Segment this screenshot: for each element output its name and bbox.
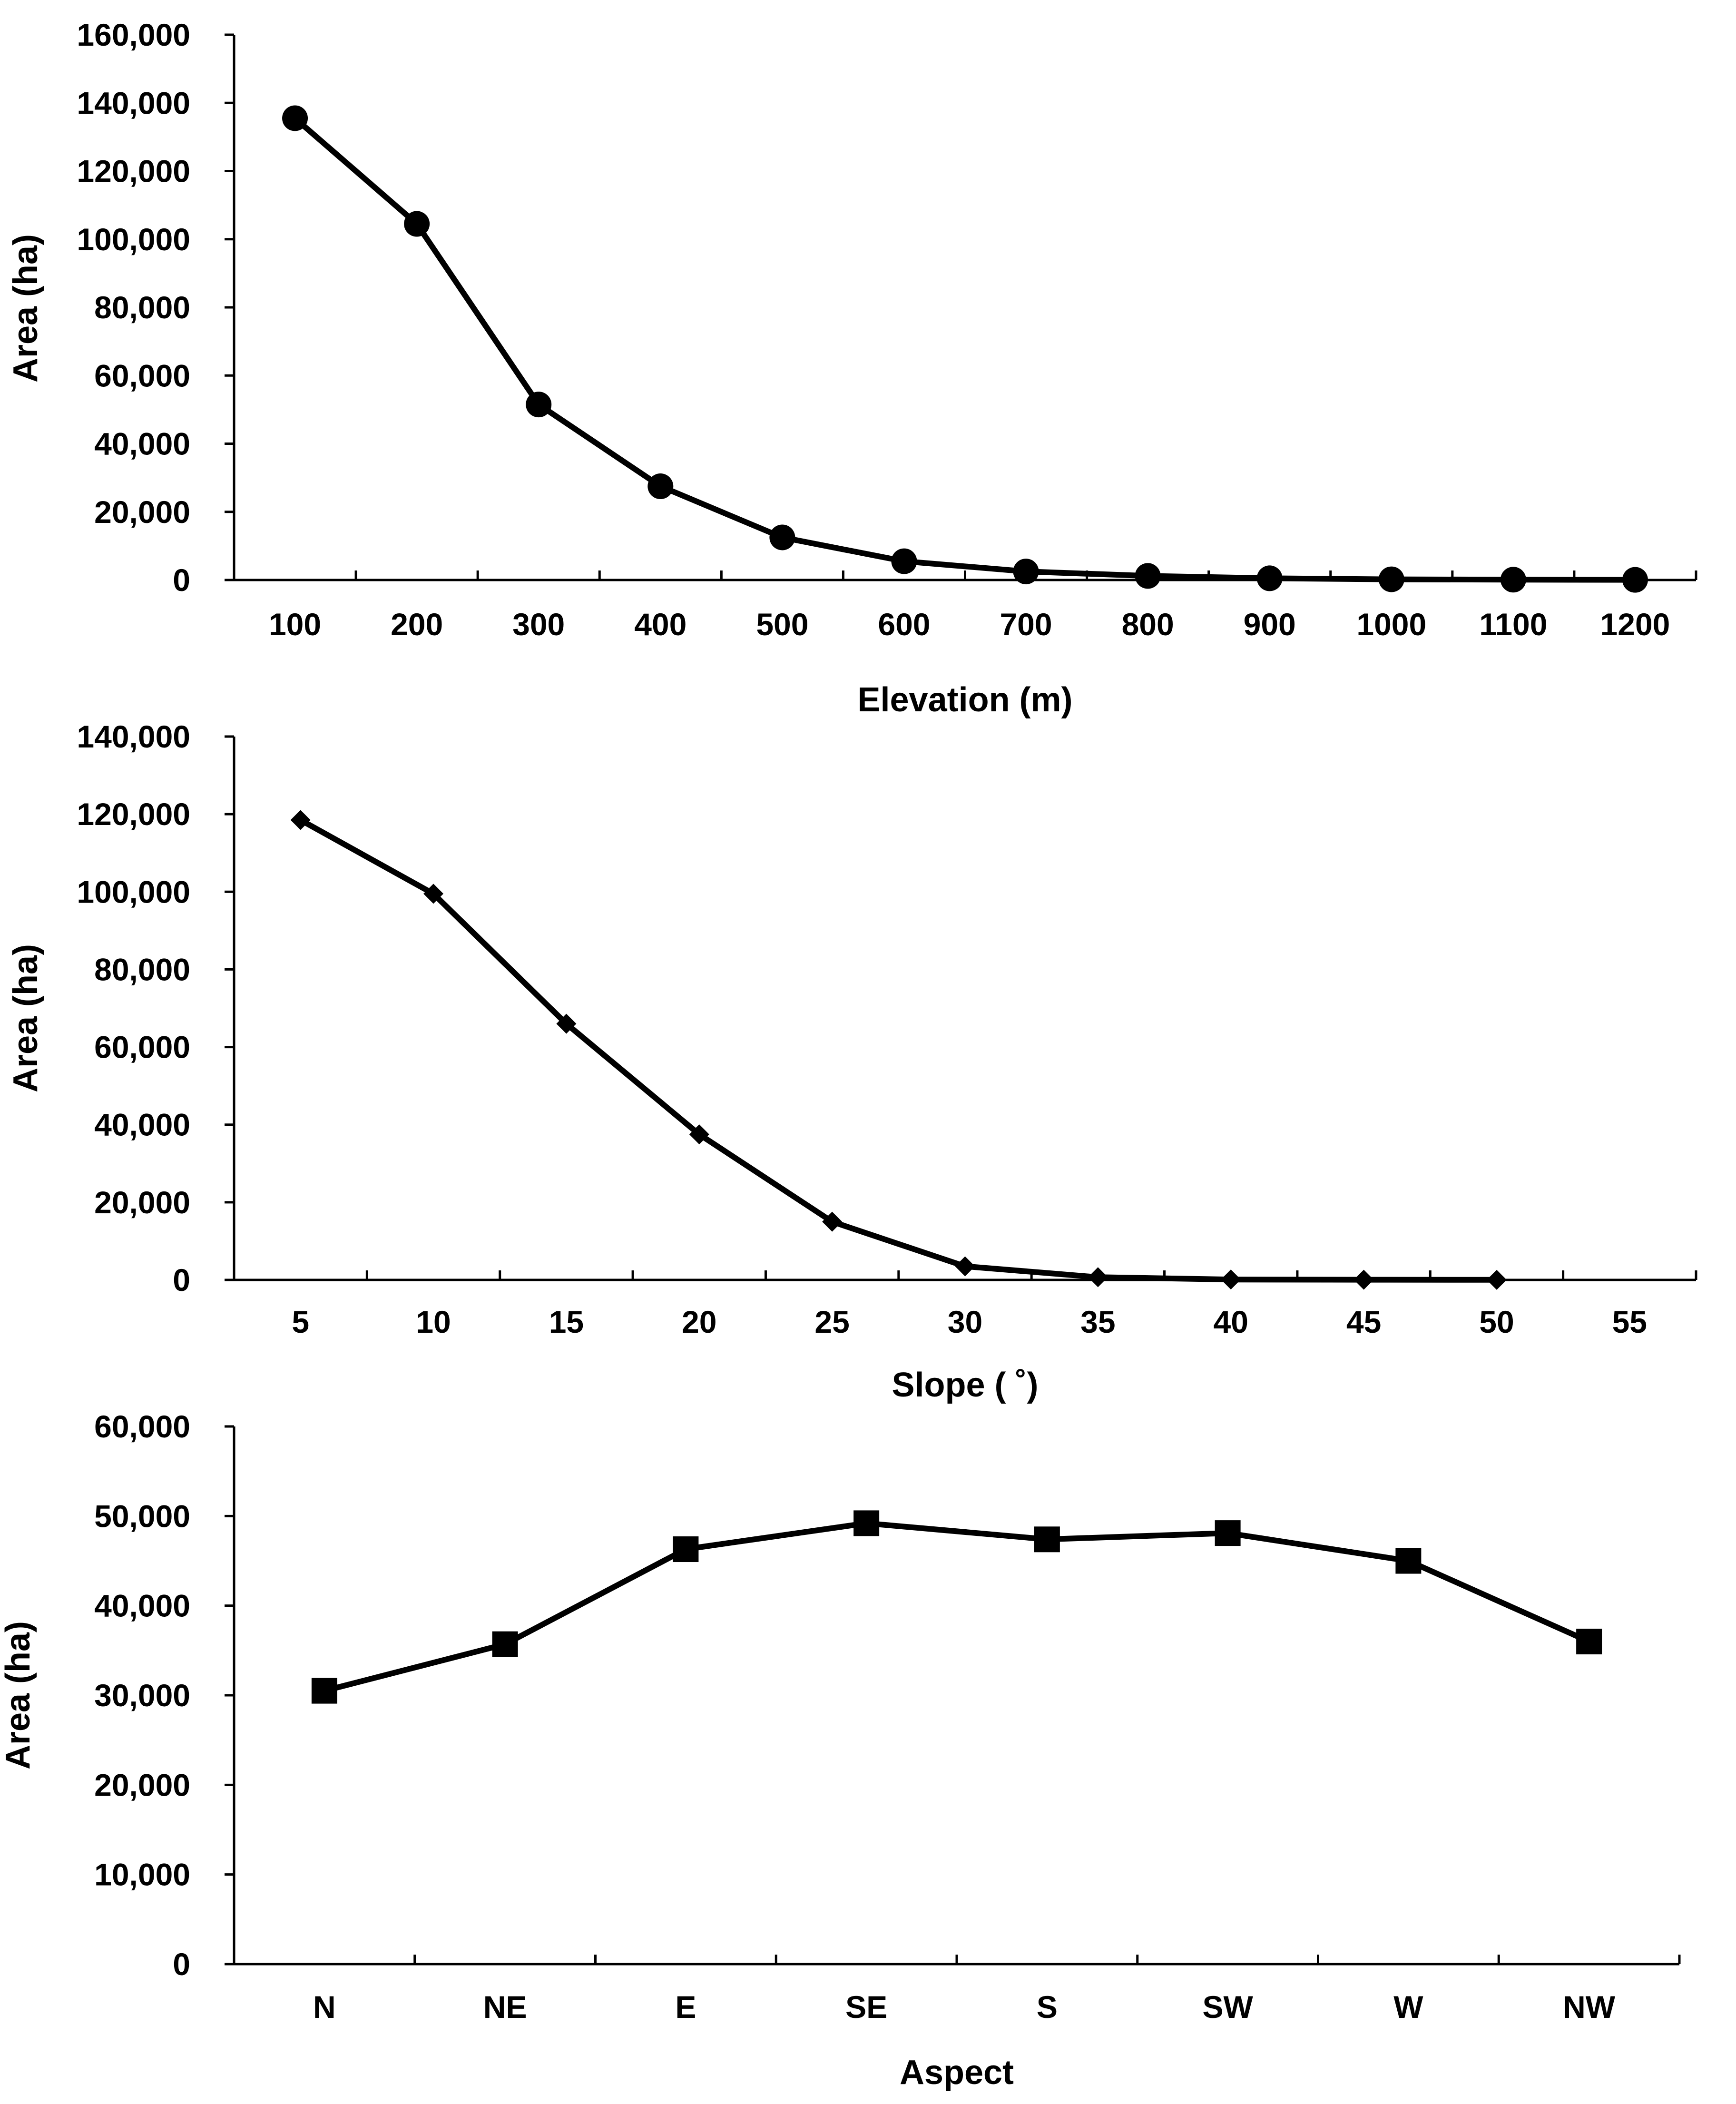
- y-tick-label: 0: [173, 1947, 190, 1982]
- y-axis-title: Area (ha): [0, 1621, 37, 1770]
- y-axis-title: Area (ha): [7, 944, 45, 1092]
- data-point: [1353, 1269, 1374, 1290]
- series-line: [324, 1520, 1590, 1694]
- y-tick-label: 20,000: [94, 1185, 190, 1220]
- y-tick-label: 40,000: [94, 426, 190, 462]
- data-point: [891, 548, 917, 574]
- y-tick-label: 80,000: [94, 952, 190, 987]
- x-axis-title: Aspect: [900, 2054, 1014, 2092]
- x-tick-label: 1100: [1479, 607, 1547, 642]
- data-point: [1378, 566, 1404, 592]
- data-point: [1500, 567, 1526, 593]
- y-tick-label: 20,000: [94, 494, 190, 530]
- x-tick-label: 600: [878, 607, 930, 642]
- x-tick-label: 400: [634, 607, 687, 642]
- x-tick-label: 1200: [1600, 607, 1670, 642]
- data-point: [853, 1510, 880, 1536]
- data-point: [647, 473, 674, 500]
- x-tick-label: SW: [1202, 1989, 1253, 2025]
- y-tick-label: 80,000: [94, 290, 190, 325]
- x-tick-label: 40: [1214, 1304, 1248, 1339]
- x-tick-label: W: [1393, 1989, 1423, 2025]
- x-tick-label: 30: [948, 1304, 982, 1339]
- data-point: [290, 810, 311, 830]
- x-tick-label: S: [1037, 1989, 1058, 2025]
- data-point: [1013, 559, 1039, 585]
- data-point: [822, 1211, 843, 1232]
- data-point: [1622, 567, 1648, 593]
- data-point: [556, 1013, 577, 1034]
- x-tick-label: 900: [1244, 607, 1296, 642]
- y-tick-label: 140,000: [77, 85, 190, 120]
- x-tick-label: 15: [549, 1304, 584, 1339]
- y-tick-label: 120,000: [77, 154, 190, 189]
- x-tick-label: 10: [416, 1304, 451, 1339]
- x-axis-title: Slope ( ˚): [892, 1366, 1039, 1404]
- x-tick-label: 45: [1346, 1304, 1381, 1339]
- x-axis-title: Elevation (m): [857, 681, 1072, 719]
- data-point: [492, 1631, 518, 1657]
- x-tick-label: 500: [756, 607, 808, 642]
- data-point: [404, 211, 430, 237]
- data-point: [282, 105, 308, 131]
- series-line: [293, 116, 1636, 583]
- y-tick-label: 40,000: [94, 1588, 190, 1623]
- x-tick-label: 20: [682, 1304, 716, 1339]
- x-tick-label: SE: [845, 1989, 887, 2025]
- data-point: [1215, 1520, 1241, 1546]
- y-tick-label: 100,000: [77, 874, 190, 909]
- x-tick-label: 100: [269, 607, 321, 642]
- y-tick-label: 60,000: [94, 358, 190, 393]
- y-axis-title: Area (ha): [7, 234, 45, 383]
- series-line: [299, 817, 1497, 1283]
- data-point: [1088, 1267, 1108, 1288]
- y-tick-label: 120,000: [77, 796, 190, 832]
- data-point: [769, 524, 795, 551]
- x-tick-label: 25: [814, 1304, 849, 1339]
- data-point: [311, 1678, 337, 1704]
- data-point: [1034, 1526, 1060, 1553]
- x-tick-label: NE: [483, 1989, 527, 2025]
- data-point: [423, 884, 444, 904]
- data-point: [1395, 1548, 1422, 1574]
- y-tick-label: 60,000: [94, 1409, 190, 1444]
- x-tick-label: 1000: [1356, 607, 1426, 642]
- data-point: [1256, 565, 1283, 591]
- x-tick-label: 35: [1080, 1304, 1115, 1339]
- y-tick-label: 60,000: [94, 1030, 190, 1065]
- data-point: [526, 392, 552, 418]
- x-tick-label: N: [313, 1989, 336, 2025]
- x-tick-label: 300: [512, 607, 565, 642]
- x-tick-label: E: [675, 1989, 696, 2025]
- data-point: [955, 1256, 975, 1277]
- y-tick-label: 160,000: [77, 17, 190, 52]
- x-tick-label: 200: [391, 607, 443, 642]
- x-tick-label: 55: [1612, 1304, 1647, 1339]
- y-tick-label: 40,000: [94, 1107, 190, 1142]
- y-tick-label: 0: [173, 1262, 190, 1298]
- x-tick-label: NW: [1563, 1989, 1616, 2025]
- x-tick-label: 700: [1000, 607, 1052, 642]
- data-point: [689, 1124, 709, 1145]
- slope-chart: 0 20,000 40,000 60,000 80,000 100,000 120,000 1…: [7, 719, 1697, 1404]
- data-point: [1135, 563, 1161, 589]
- x-tick-label: 5: [292, 1304, 309, 1339]
- aspect-chart: 0 10,000 20,000 30,000 40,000 50,000 60,000 N NE…: [0, 1409, 1681, 2092]
- y-tick-label: 10,000: [94, 1857, 190, 1892]
- y-tick-label: 0: [173, 562, 190, 598]
- data-point: [1221, 1269, 1241, 1290]
- elevation-chart: 0 20,000 40,000 60,000 80,000 100,000 120,000 1…: [7, 17, 1697, 719]
- data-point: [673, 1536, 699, 1563]
- x-tick-label: 50: [1479, 1304, 1514, 1339]
- y-tick-label: 20,000: [94, 1767, 190, 1802]
- y-tick-label: 100,000: [77, 222, 190, 257]
- x-tick-label: 800: [1122, 607, 1174, 642]
- y-tick-label: 140,000: [77, 719, 190, 754]
- data-point: [1576, 1629, 1602, 1654]
- y-tick-label: 50,000: [94, 1498, 190, 1534]
- data-point: [1486, 1269, 1507, 1290]
- y-tick-label: 30,000: [94, 1678, 190, 1713]
